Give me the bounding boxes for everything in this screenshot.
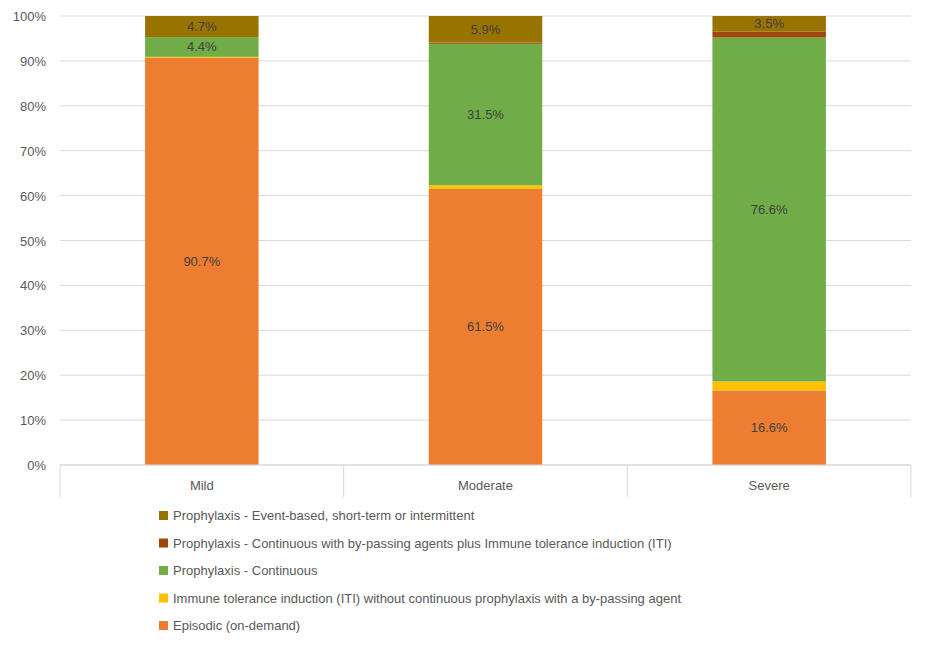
category-separator bbox=[911, 465, 912, 497]
x-tick-label: Mild bbox=[190, 478, 214, 493]
bar-segment bbox=[429, 189, 542, 465]
legend-swatch bbox=[159, 621, 168, 630]
data-label: 76.6% bbox=[751, 202, 788, 217]
legend-label: Prophylaxis - Event-based, short-term or… bbox=[173, 508, 475, 523]
y-tick-label: 50% bbox=[20, 234, 46, 249]
y-tick-label: 40% bbox=[20, 278, 46, 293]
legend-swatch bbox=[159, 594, 168, 603]
bar-segment bbox=[712, 16, 825, 32]
grid bbox=[60, 16, 911, 465]
bar-segment bbox=[712, 38, 825, 382]
bar-segment bbox=[712, 390, 825, 465]
bar-segment bbox=[712, 32, 825, 38]
y-tick-label: 60% bbox=[20, 189, 46, 204]
bar-segment bbox=[712, 381, 825, 390]
legend-label: Immune tolerance induction (ITI) without… bbox=[173, 591, 681, 606]
legend-swatch bbox=[159, 566, 168, 575]
y-tick-label: 90% bbox=[20, 54, 46, 69]
category-separator bbox=[60, 465, 61, 497]
legend-swatch bbox=[159, 511, 168, 520]
grid-line bbox=[60, 465, 911, 466]
legend-label: Prophylaxis - Continuous bbox=[173, 563, 318, 578]
x-tick-label: Severe bbox=[749, 478, 790, 493]
legend: Prophylaxis - Event-based, short-term or… bbox=[159, 508, 681, 633]
y-tick-label: 70% bbox=[20, 144, 46, 159]
legend-label: Episodic (on-demand) bbox=[173, 618, 300, 633]
bar-segment bbox=[429, 16, 542, 42]
bar-segment bbox=[145, 37, 258, 57]
legend-label: Prophylaxis - Continuous with by-passing… bbox=[173, 536, 672, 551]
data-label: 90.7% bbox=[183, 254, 220, 269]
x-axis-line bbox=[60, 465, 911, 466]
chart: 0% 10% 20% 30% 40% 50% 60% 70% 80% 90% 100% 90.7% 4.… bbox=[0, 0, 926, 646]
bar-segment bbox=[429, 44, 542, 185]
y-tick-label: 100% bbox=[13, 9, 47, 24]
data-label: 61.5% bbox=[467, 319, 504, 334]
x-tick-label: Moderate bbox=[458, 478, 513, 493]
data-label: 4.4% bbox=[187, 39, 217, 54]
category-separator bbox=[343, 465, 344, 497]
background bbox=[0, 0, 926, 646]
bar-segment bbox=[429, 185, 542, 189]
data-label: 31.5% bbox=[467, 107, 504, 122]
y-tick-label: 0% bbox=[27, 458, 46, 473]
bar-segment bbox=[145, 58, 258, 465]
bar-segment bbox=[429, 42, 542, 43]
bar-segment bbox=[145, 16, 258, 37]
bars bbox=[145, 16, 826, 465]
data-label: 4.7% bbox=[187, 19, 217, 34]
data-label: 16.6% bbox=[751, 420, 788, 435]
data-label: 3.5% bbox=[754, 16, 784, 31]
data-label: 5.9% bbox=[471, 22, 501, 37]
y-tick-label: 10% bbox=[20, 413, 46, 428]
y-tick-label: 80% bbox=[20, 99, 46, 114]
data-labels: 90.7% 4.4% 4.7% 61.5% 31.5% 5.9% 16.6% 76.6% 3.5… bbox=[183, 16, 788, 435]
category-separator bbox=[627, 465, 628, 497]
y-tick-label: 30% bbox=[20, 323, 46, 338]
legend-swatch bbox=[159, 539, 168, 548]
y-tick-label: 20% bbox=[20, 368, 46, 383]
